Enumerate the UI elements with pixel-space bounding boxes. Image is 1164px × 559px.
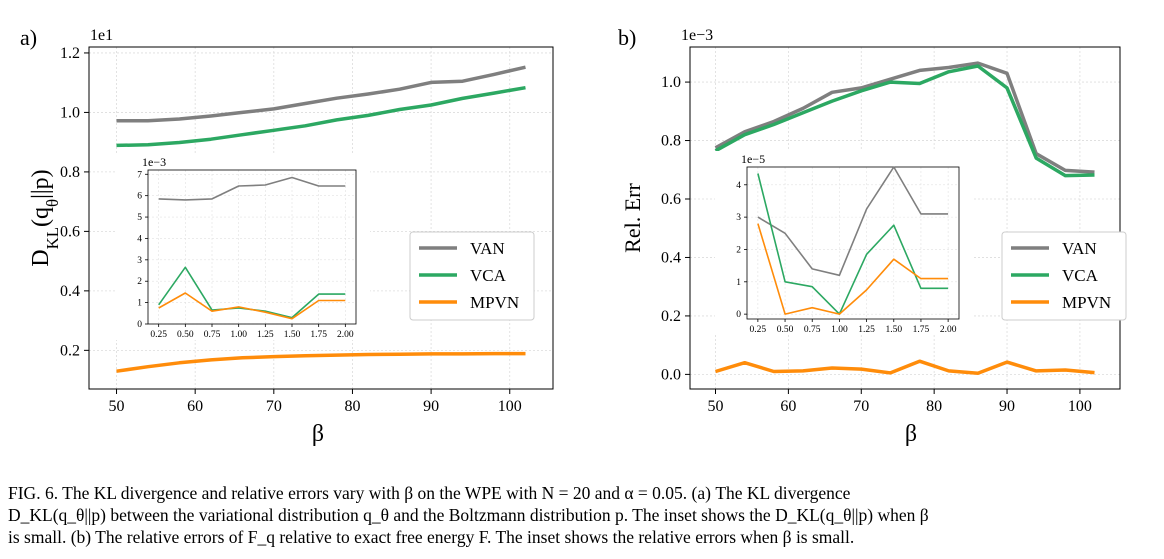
inset-y-tick-label: 0	[137, 320, 142, 330]
y-tick-label: 1.2	[60, 45, 80, 62]
inset-offset-label: 1e−5	[741, 152, 765, 166]
x-tick-label: 90	[999, 398, 1015, 415]
y-tick-label: 0.4	[661, 249, 681, 266]
axes-frame	[689, 46, 1121, 390]
inset-series-line-van	[158, 176, 346, 201]
inset-offset-label: 1e−3	[142, 155, 166, 169]
series-line-mpvn	[714, 359, 1095, 375]
inset-y-tick-label: 0	[736, 310, 741, 320]
inset-x-tick-label: 2.00	[337, 330, 354, 340]
inset-x-tick-label: 0.25	[150, 330, 167, 340]
y-tick-label: 0.8	[661, 133, 681, 150]
y-tick-label: 0.4	[60, 283, 80, 300]
x-tick-label: 80	[344, 398, 360, 415]
inset-x-tick-label: 1.00	[230, 330, 247, 340]
inset-y-tick-label: 4	[137, 234, 142, 244]
inset-x-tick-label: 0.75	[204, 330, 221, 340]
inset-y-tick-label: 6	[137, 192, 142, 202]
panel-label: b)	[618, 25, 636, 50]
inset-x-tick-label: 1.25	[858, 325, 875, 335]
inset-x-tick-label: 0.50	[777, 325, 794, 335]
inset-x-tick-label: 1.25	[257, 330, 274, 340]
x-tick-label: 50	[708, 398, 724, 415]
panel-a: 50 60 70 80 90 1000.20.40.60.81.01.21e1a)βDKL…	[20, 25, 554, 447]
inset-x-tick-label: 2.00	[940, 325, 957, 335]
y-tick-label: 1.0	[60, 104, 80, 121]
inset-series-line-mpvn	[158, 292, 346, 320]
y-tick-label: 0.8	[60, 164, 80, 181]
inset-x-tick-label: 1.75	[310, 330, 327, 340]
inset-x-tick-label: 1.50	[284, 330, 301, 340]
legend: VAN VCA MPVN	[409, 231, 535, 321]
series-line-mpvn	[116, 351, 526, 373]
inset-x-tick-label: 0.50	[177, 330, 194, 340]
inset-y-tick-label: 3	[137, 256, 142, 266]
inset-x-tick-label: 1.50	[885, 325, 902, 335]
axis-offset-label: 1e−3	[681, 27, 713, 44]
inset-x-tick-label: 1.75	[913, 325, 930, 335]
caption-line-3: is small. (b) The relative errors of F_q…	[8, 527, 855, 547]
x-tick-label: 50	[109, 398, 125, 415]
inset-y-tick-label: 4	[736, 181, 741, 191]
inset-x-tick-label: 0.25	[750, 325, 767, 335]
y-tick-label: 0.6	[661, 191, 681, 208]
inset-y-tick-label: 2	[736, 245, 741, 255]
series-line-van	[116, 65, 526, 123]
legend-label-mpvn: MPVN	[470, 293, 519, 312]
series-line-vca	[714, 64, 1095, 178]
y-tick-label: 1.0	[661, 74, 681, 91]
x-tick-label: 70	[266, 398, 282, 415]
legend-label-vca: VCA	[1062, 266, 1099, 285]
x-tick-label: 70	[853, 398, 869, 415]
inset-y-tick-label: 2	[137, 277, 142, 287]
y-tick-label: 0.6	[60, 223, 80, 240]
legend: VAN VCA MPVN	[1001, 231, 1127, 321]
inset-series-line-vca	[757, 173, 949, 315]
inset-series-line-mpvn	[757, 223, 949, 315]
axis-offset-label: 1e1	[90, 27, 113, 44]
legend-label-mpvn: MPVN	[1062, 293, 1111, 312]
panel-label: a)	[20, 25, 37, 50]
series-line-vca	[116, 85, 526, 148]
inset-background	[116, 154, 370, 340]
x-tick-label: 90	[423, 398, 439, 415]
legend-label-van: VAN	[470, 239, 505, 258]
x-tick-label: 60	[187, 398, 203, 415]
y-axis-label: Rel. Err	[620, 183, 645, 253]
panel-b: 50 60 70 80 90 100 0.0 0.2 0.4 0.6 0.8 1.0 1e−3 b) β Re…	[618, 25, 1127, 447]
x-tick-label: 60	[780, 398, 796, 415]
inset-plot: 0.25 0.50 0.75 1.00 1.25 1.50 1.75 2.00 0 1 2 3 4 1e−…	[715, 151, 973, 335]
inset-x-tick-label: 0.75	[804, 325, 821, 335]
x-axis-label: β	[905, 421, 917, 447]
y-axis-label: DKL(qθ||p)	[28, 169, 62, 266]
y-tick-label: 0.0	[661, 366, 681, 383]
x-tick-label: 80	[926, 398, 942, 415]
figure-caption: FIG. 6. The KL divergence and relative e…	[8, 482, 1158, 548]
legend-box	[409, 231, 535, 321]
caption-line-2: D_KL(q_θ||p) between the variational dis…	[8, 505, 929, 525]
x-tick-label: 100	[1068, 398, 1092, 415]
inset-y-tick-label: 5	[137, 213, 142, 223]
inset-y-tick-label: 3	[736, 213, 741, 223]
legend-label-van: VAN	[1062, 239, 1097, 258]
inset-series-line-van	[757, 166, 949, 277]
inset-plot: 0.25 0.50 0.75 1.00 1.25 1.50 1.75 2.00 0 1 2 3 4 5 6 7…	[116, 154, 370, 340]
inset-y-tick-label: 1	[736, 278, 741, 288]
inset-frame	[746, 166, 960, 320]
inset-frame	[147, 169, 357, 325]
x-tick-label: 100	[498, 398, 522, 415]
axes-frame	[88, 46, 554, 390]
x-axis-label: β	[312, 421, 324, 447]
inset-y-tick-label: 7	[137, 170, 142, 180]
caption-line-1: FIG. 6. The KL divergence and relative e…	[8, 483, 851, 503]
inset-x-tick-label: 1.00	[831, 325, 848, 335]
inset-background	[715, 151, 973, 335]
series-line-van	[714, 61, 1095, 174]
y-tick-label: 0.2	[661, 308, 681, 325]
inset-y-tick-label: 1	[137, 299, 142, 309]
y-tick-label: 0.2	[60, 342, 80, 359]
figure: 50 60 70 80 90 1000.20.40.60.81.01.21e1a)βDKL…	[20, 25, 1127, 447]
legend-box	[1001, 231, 1127, 321]
legend-label-vca: VCA	[470, 266, 507, 285]
